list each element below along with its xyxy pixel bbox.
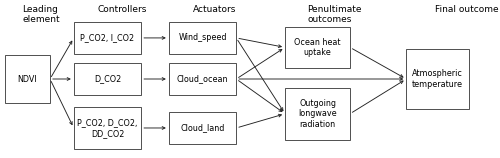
Bar — [74, 22, 142, 54]
Text: Cloud_land: Cloud_land — [180, 124, 224, 132]
Bar — [285, 88, 350, 140]
Text: Final outcome: Final outcome — [435, 5, 498, 14]
Bar — [5, 55, 50, 103]
Text: P_CO2, D_CO2,
DD_CO2: P_CO2, D_CO2, DD_CO2 — [78, 118, 138, 138]
Bar — [169, 63, 236, 95]
Bar — [169, 112, 236, 144]
Text: D_CO2: D_CO2 — [94, 75, 121, 83]
Bar — [74, 63, 142, 95]
Text: Wind_speed: Wind_speed — [178, 33, 227, 42]
Text: NDVI: NDVI — [18, 75, 38, 83]
Text: Atmospheric
temperature: Atmospheric temperature — [412, 69, 463, 89]
Text: Outgoing
longwave
radiation: Outgoing longwave radiation — [298, 99, 337, 129]
Text: P_CO2, I_CO2: P_CO2, I_CO2 — [80, 33, 134, 42]
Bar — [285, 27, 350, 68]
Text: Actuators: Actuators — [192, 5, 236, 14]
Text: Cloud_ocean: Cloud_ocean — [177, 75, 228, 83]
Text: Controllers: Controllers — [98, 5, 147, 14]
Text: Ocean heat
uptake: Ocean heat uptake — [294, 38, 341, 57]
Bar — [169, 22, 236, 54]
Text: Penultimate
outcomes: Penultimate outcomes — [308, 5, 362, 24]
Text: Leading
element: Leading element — [22, 5, 60, 24]
Bar — [74, 107, 142, 149]
Bar — [406, 49, 469, 109]
